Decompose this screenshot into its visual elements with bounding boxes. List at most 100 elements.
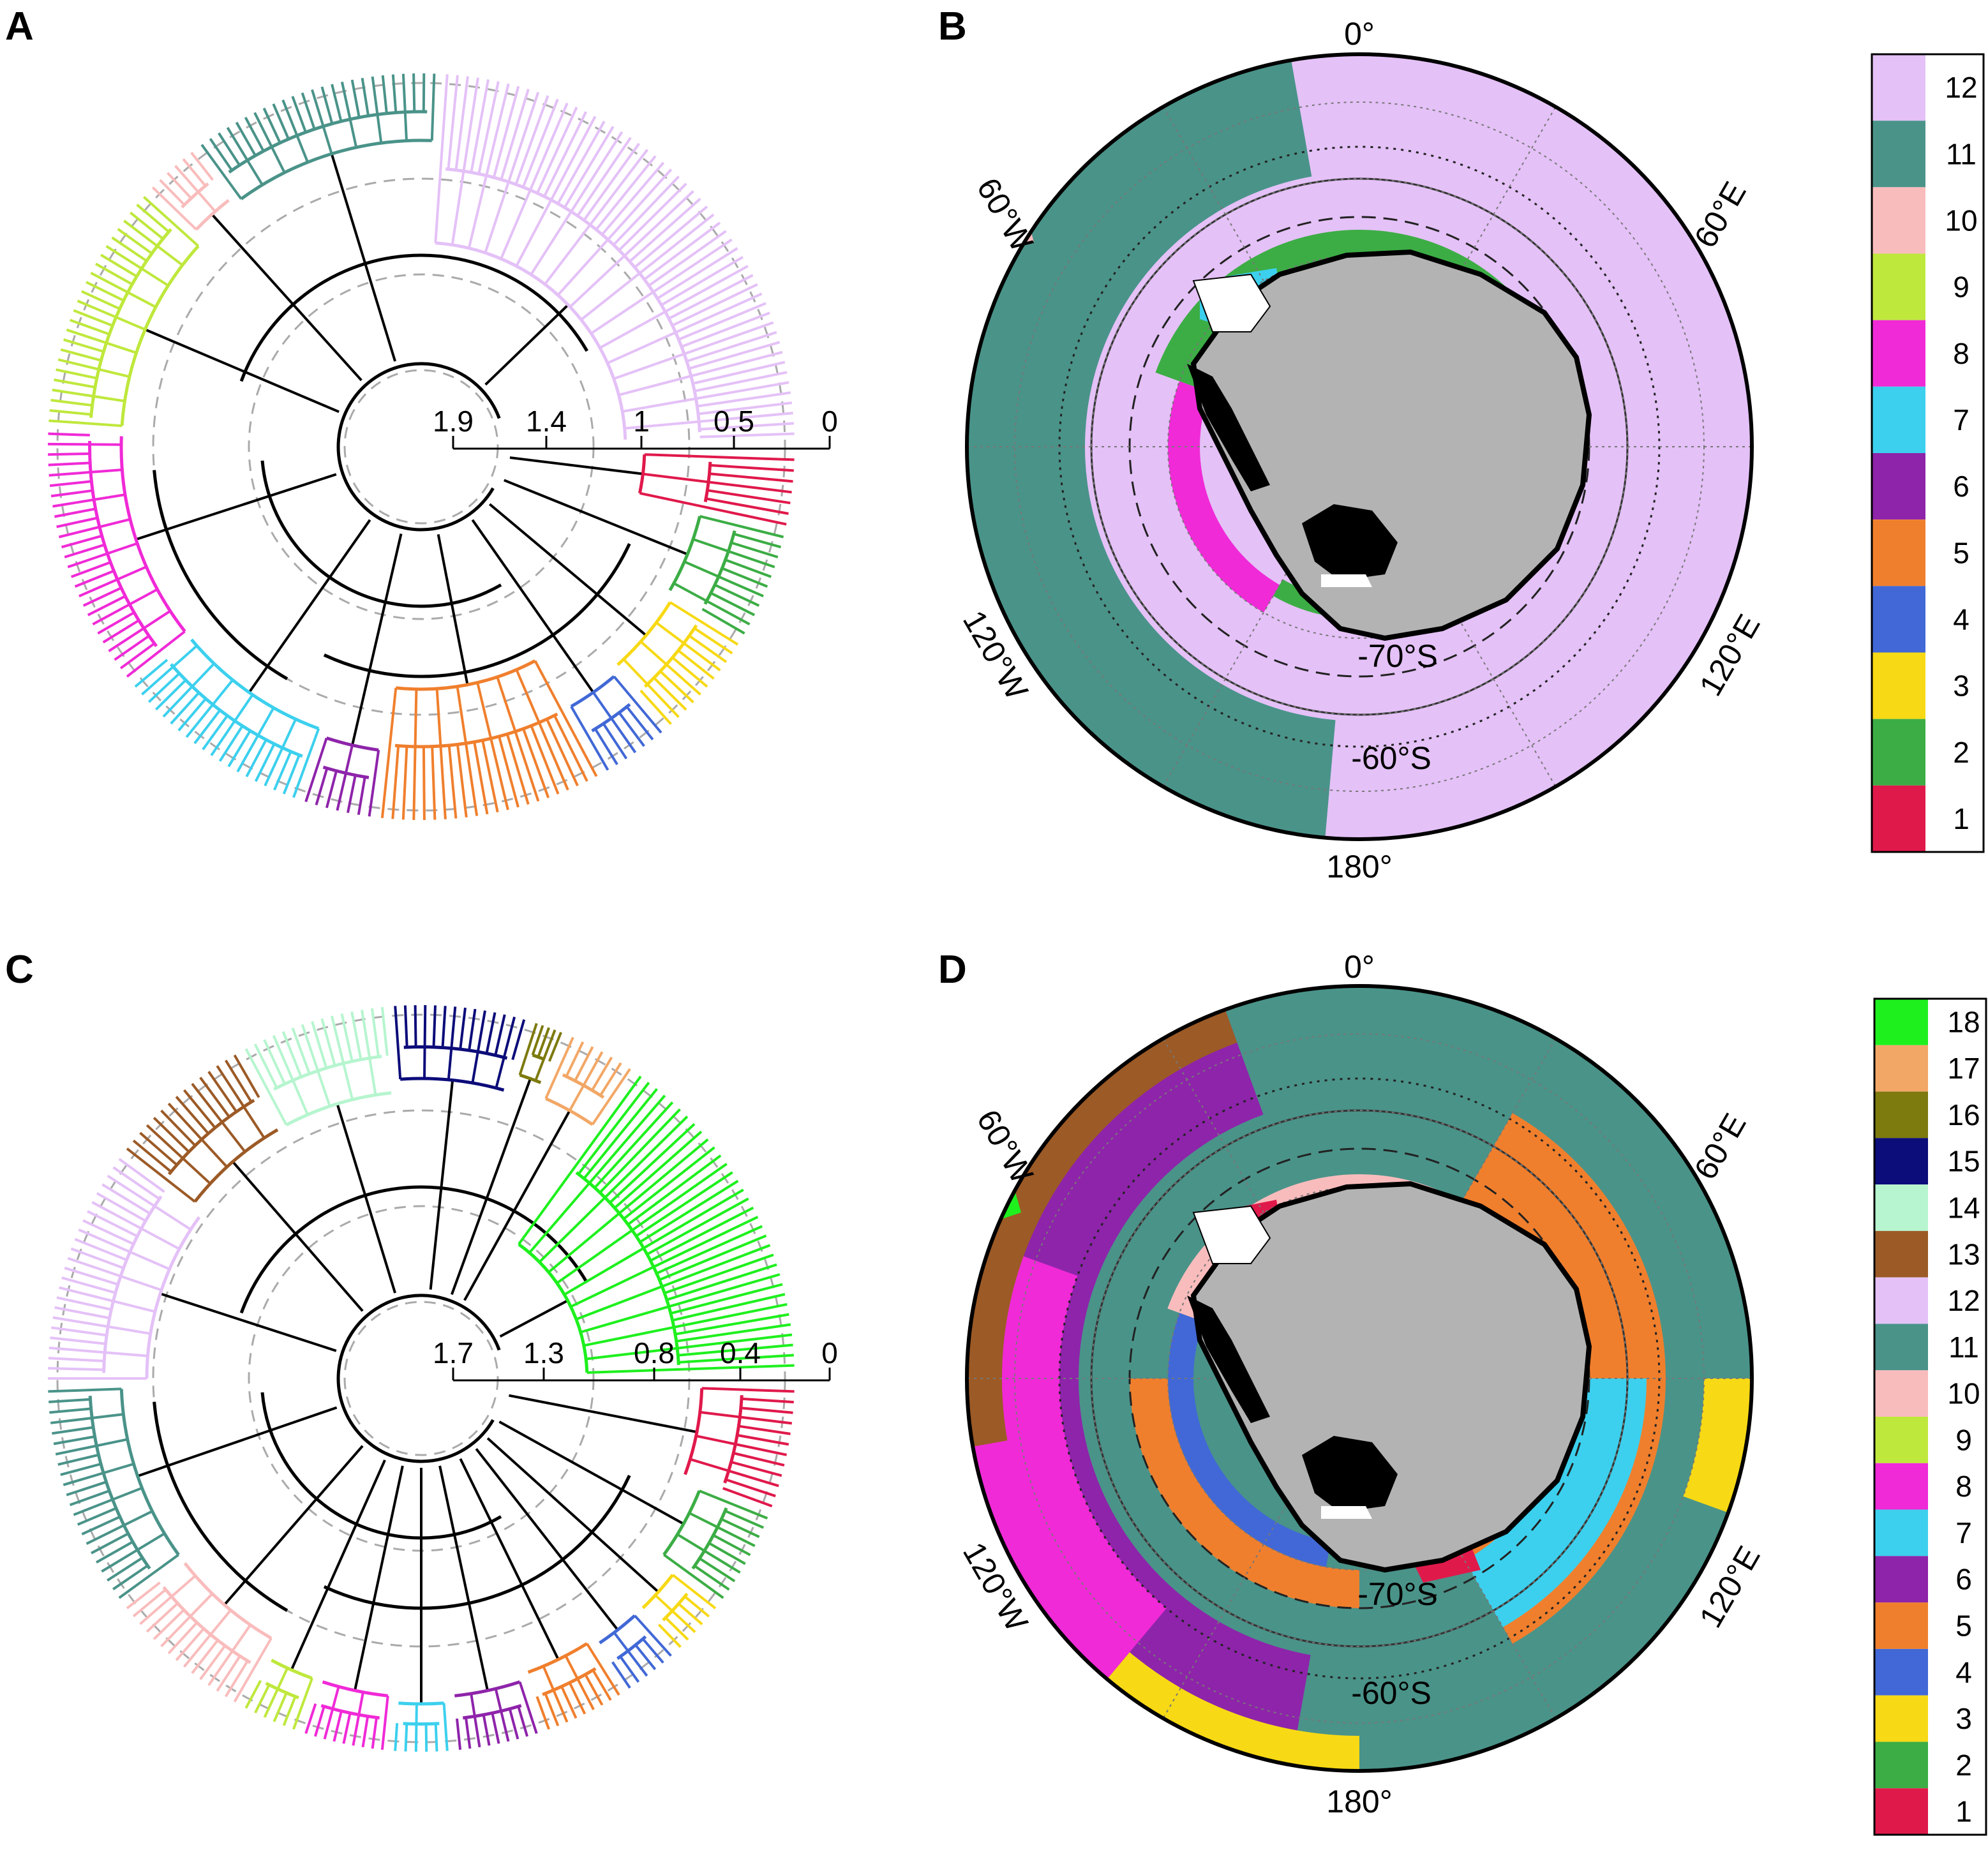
dendro-leaf <box>48 1367 104 1371</box>
dendro-leaf <box>48 432 90 437</box>
dendro-leaf <box>654 1594 696 1633</box>
dendro-leaf <box>159 179 186 206</box>
legend-d-swatch-3 <box>1874 1695 1928 1742</box>
dendro-leaf <box>613 675 662 734</box>
dendro-leaf <box>534 1029 557 1081</box>
dendro-leaf <box>611 1661 631 1689</box>
dendro-leaf <box>56 368 98 380</box>
dendro-leaf <box>482 1714 491 1746</box>
dendro-leaf <box>708 1542 746 1565</box>
dendro-leaf <box>60 348 101 362</box>
dendro-branch <box>459 1458 560 1661</box>
dendro-leaf <box>253 1043 278 1089</box>
dendro-clade-8 <box>119 436 186 632</box>
dendro-leaf <box>607 292 763 364</box>
map-d-region-3 <box>1105 1652 1359 1771</box>
dendro-leaf <box>625 706 654 741</box>
dendro-leaf <box>191 1082 246 1153</box>
dendro-leaf <box>50 489 93 498</box>
dendro-leaf <box>263 1039 287 1085</box>
dendro-leaf <box>492 86 520 178</box>
dendro-branch <box>351 533 403 746</box>
dendro-leaf <box>434 74 449 243</box>
dendro-leaf <box>699 1410 793 1425</box>
dendro-clade-4 <box>570 675 615 708</box>
legend-d-swatch-10 <box>1874 1370 1928 1417</box>
dendro-leaf <box>281 1031 303 1078</box>
dendro-leaf <box>740 1407 793 1414</box>
dendro-leaf <box>565 1041 585 1077</box>
dendro-leaf <box>522 728 550 798</box>
dendro-a-guide-ring <box>248 273 595 620</box>
dendro-leaf <box>629 197 701 263</box>
dendro-leaf <box>656 1225 763 1275</box>
dendro-leaf <box>70 1247 124 1269</box>
dendro-branch <box>248 519 371 694</box>
dendro-leaf <box>456 686 479 816</box>
dendro-leaf <box>699 514 784 539</box>
legend-b: 12 11 10 9 8 7 6 5 4 3 2 1 <box>1871 53 1985 853</box>
dendro-c-scale: 1.7 1.3 0.8 0.4 0 <box>433 1336 838 1382</box>
legend-b-label-10: 10 <box>1945 204 1977 237</box>
dendro-leaf <box>592 1669 612 1701</box>
dendro-leaf <box>675 1313 789 1336</box>
legend-d-swatch-14 <box>1874 1184 1928 1231</box>
dendro-leaf <box>576 137 632 217</box>
dendro-clade-15 <box>403 1045 508 1060</box>
dendro-leaf <box>731 541 779 558</box>
dendro-leaf <box>521 98 559 188</box>
dendro-leaf <box>323 1686 340 1740</box>
dendro-leaf <box>563 126 615 209</box>
dendro-clade-12 <box>445 167 701 433</box>
dendro-leaf <box>599 1062 622 1096</box>
dendro-leaf <box>74 569 115 588</box>
legend-d-label-10: 10 <box>1947 1377 1980 1410</box>
legend-d-swatch-12 <box>1874 1277 1928 1324</box>
dendro-leaf <box>350 79 361 118</box>
dendro-leaf <box>218 725 244 762</box>
legend-d-label-8: 8 <box>1955 1470 1972 1503</box>
dendro-leaf <box>580 213 715 321</box>
dendro-leaf <box>485 1012 497 1054</box>
dendro-leaf <box>494 1688 510 1742</box>
dendro-leaf <box>101 1183 151 1215</box>
legend-d-label-14: 14 <box>1947 1191 1980 1225</box>
dendro-backbone <box>239 253 588 382</box>
dendro-leaf <box>52 1426 94 1435</box>
dendro-a-scale: 1.9 1.4 1 0.5 0 <box>433 405 838 450</box>
dendro-clade-10 <box>183 1562 273 1640</box>
dendro-clade-13 <box>167 1098 255 1176</box>
legend-d-label-6: 6 <box>1955 1563 1972 1596</box>
dendro-leaf <box>66 1481 107 1497</box>
map-d-lat-60-label: -60°S <box>1351 1675 1431 1711</box>
dendro-leaf <box>511 1019 526 1061</box>
dendro-leaf <box>210 694 254 756</box>
dendro-leaf <box>622 658 680 718</box>
dendro-clade-9 <box>271 1659 313 1680</box>
dendro-leaf <box>518 1075 642 1245</box>
dendro-leaf <box>557 168 673 296</box>
legend-d-label-5: 5 <box>1955 1609 1972 1643</box>
dendro-leaf <box>371 76 383 144</box>
legend-b-swatch-6 <box>1872 453 1925 520</box>
dendro-leaf <box>147 672 181 703</box>
dendro-c-guide-ring <box>152 1109 691 1648</box>
dendro-backbone <box>239 1185 588 1314</box>
dendro-leaf <box>183 1609 232 1668</box>
dendro-leaf <box>54 507 96 518</box>
dendro-leaf <box>666 1263 777 1301</box>
dendro-leaf <box>86 1510 153 1545</box>
dendro-leaf <box>118 1158 165 1193</box>
dendro-leaf <box>64 543 105 558</box>
map-d-lon-60w-label: 60°W <box>970 1103 1040 1190</box>
dendro-leaf <box>470 1693 481 1748</box>
dendro-leaf <box>49 409 92 416</box>
dendro-branch <box>144 328 340 414</box>
dendro-leaf <box>63 1463 135 1486</box>
legend-b-swatch-9 <box>1872 253 1925 320</box>
dendro-leaf <box>340 81 358 148</box>
dendro-leaf <box>414 1005 417 1047</box>
dendro-leaf <box>66 328 137 354</box>
dendro-leaf <box>132 1588 167 1618</box>
dendro-leaf <box>435 689 447 819</box>
